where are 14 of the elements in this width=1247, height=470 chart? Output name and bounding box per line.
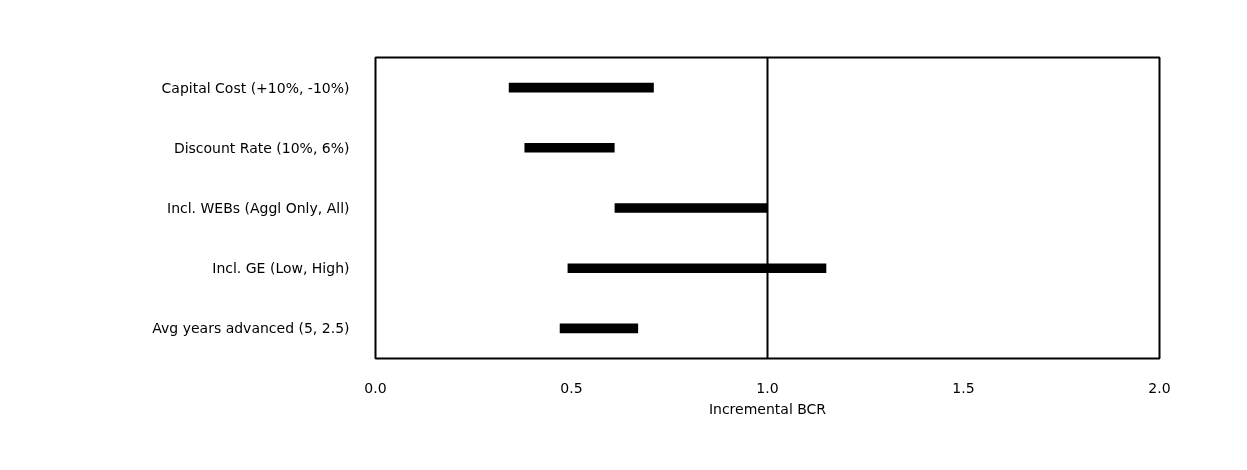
x-tick-label: 0.5: [560, 379, 583, 396]
x-tick-label: 1.0: [756, 379, 779, 396]
x-tick-label: 2.0: [1148, 379, 1171, 396]
y-tick-label: Incl. WEBs (Aggl Only, All): [167, 200, 350, 216]
x-axis-title: Incremental BCR: [708, 400, 827, 417]
x-tick-label: 0.0: [364, 379, 387, 396]
y-tick-label: Incl. GE (Low, High): [212, 260, 350, 277]
y-tick-label: Avg years advanced (5, 2.5): [152, 320, 350, 337]
y-tick-label: Capital Cost (+10%, -10%): [161, 79, 350, 96]
bar: [559, 323, 639, 334]
x-tick-label: 1.5: [952, 379, 975, 396]
bar: [508, 82, 654, 93]
y-tick-label: Discount Rate (10%, 6%): [173, 139, 350, 156]
bar: [524, 142, 615, 153]
